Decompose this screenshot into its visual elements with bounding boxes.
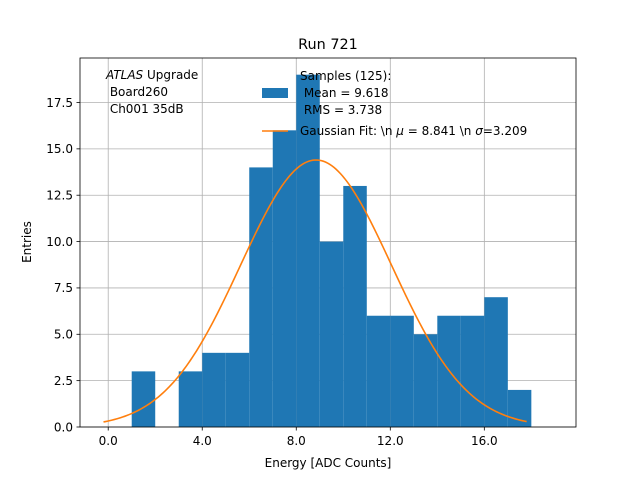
x-tick-label: 0.0 bbox=[99, 434, 118, 448]
histogram-bar bbox=[507, 389, 532, 427]
histogram-bar bbox=[296, 74, 320, 427]
histogram-bar bbox=[272, 130, 297, 427]
x-tick-label: 12.0 bbox=[377, 434, 404, 448]
legend-fit-label-part: Gaussian Fit: \n bbox=[300, 124, 396, 138]
histogram-bar bbox=[202, 352, 226, 427]
x-tick-label: 4.0 bbox=[193, 434, 212, 448]
histogram-bar bbox=[319, 241, 344, 427]
legend-mean-label: Mean = 9.618 bbox=[300, 86, 389, 100]
legend-histogram-swatch bbox=[262, 88, 288, 98]
legend: Samples (125): Mean = 9.618 RMS = 3.738 … bbox=[262, 69, 527, 138]
legend-fit-label-part: = 8.841 \n bbox=[404, 124, 475, 138]
histogram-bar bbox=[366, 315, 391, 427]
legend-fit-label-part: σ bbox=[475, 124, 483, 138]
y-tick-label: 15.0 bbox=[46, 142, 73, 156]
y-tick-label: 12.5 bbox=[46, 189, 73, 203]
legend-fit-label: Gaussian Fit: \n μ = 8.841 \n σ=3.209 bbox=[300, 124, 527, 138]
x-tick-label: 16.0 bbox=[471, 434, 498, 448]
x-axis-label: Energy [ADC Counts] bbox=[265, 456, 392, 470]
upgrade-label: Upgrade bbox=[143, 68, 198, 82]
atlas-italic-label: ATLAS bbox=[105, 68, 144, 82]
y-axis-ticks: 0.0 2.5 5.0 7.5 10.0 12.5 15.0 17.5 bbox=[46, 96, 80, 434]
channel-label: Ch001 35dB bbox=[106, 102, 184, 116]
histogram-bars bbox=[131, 74, 532, 427]
y-tick-label: 10.0 bbox=[46, 235, 73, 249]
histogram-bar bbox=[178, 371, 203, 427]
histogram-bar bbox=[413, 334, 438, 427]
y-axis-label: Entries bbox=[20, 221, 34, 263]
chart-title: Run 721 bbox=[298, 37, 358, 53]
board-label: Board260 bbox=[106, 85, 168, 99]
y-tick-label: 7.5 bbox=[54, 281, 73, 295]
legend-fit-label-part: μ bbox=[395, 124, 404, 138]
histogram-bar bbox=[131, 371, 156, 427]
histogram-bar bbox=[225, 352, 250, 427]
histogram-bar bbox=[249, 167, 273, 427]
y-tick-label: 17.5 bbox=[46, 96, 73, 110]
y-tick-label: 2.5 bbox=[54, 374, 73, 388]
legend-fit-label-part: =3.209 bbox=[483, 124, 527, 138]
y-tick-label: 5.0 bbox=[54, 328, 73, 342]
x-axis-ticks: 0.0 4.0 8.0 12.0 16.0 bbox=[99, 427, 498, 448]
y-tick-label: 0.0 bbox=[54, 420, 73, 434]
gaussian-fit-curve bbox=[103, 159, 527, 423]
histogram-bar bbox=[460, 315, 485, 427]
legend-rms-label: RMS = 3.738 bbox=[300, 103, 382, 117]
histogram-bar bbox=[390, 315, 414, 427]
x-tick-label: 8.0 bbox=[287, 434, 306, 448]
atlas-label-line: ATLAS Upgrade bbox=[105, 68, 198, 82]
plot-frame bbox=[79, 57, 577, 428]
legend-samples-label: Samples (125): bbox=[300, 69, 391, 83]
histogram-bar bbox=[343, 185, 367, 427]
atlas-annotation: ATLAS Upgrade Board260 Ch001 35dB bbox=[105, 68, 198, 116]
histogram-bar bbox=[484, 297, 508, 427]
